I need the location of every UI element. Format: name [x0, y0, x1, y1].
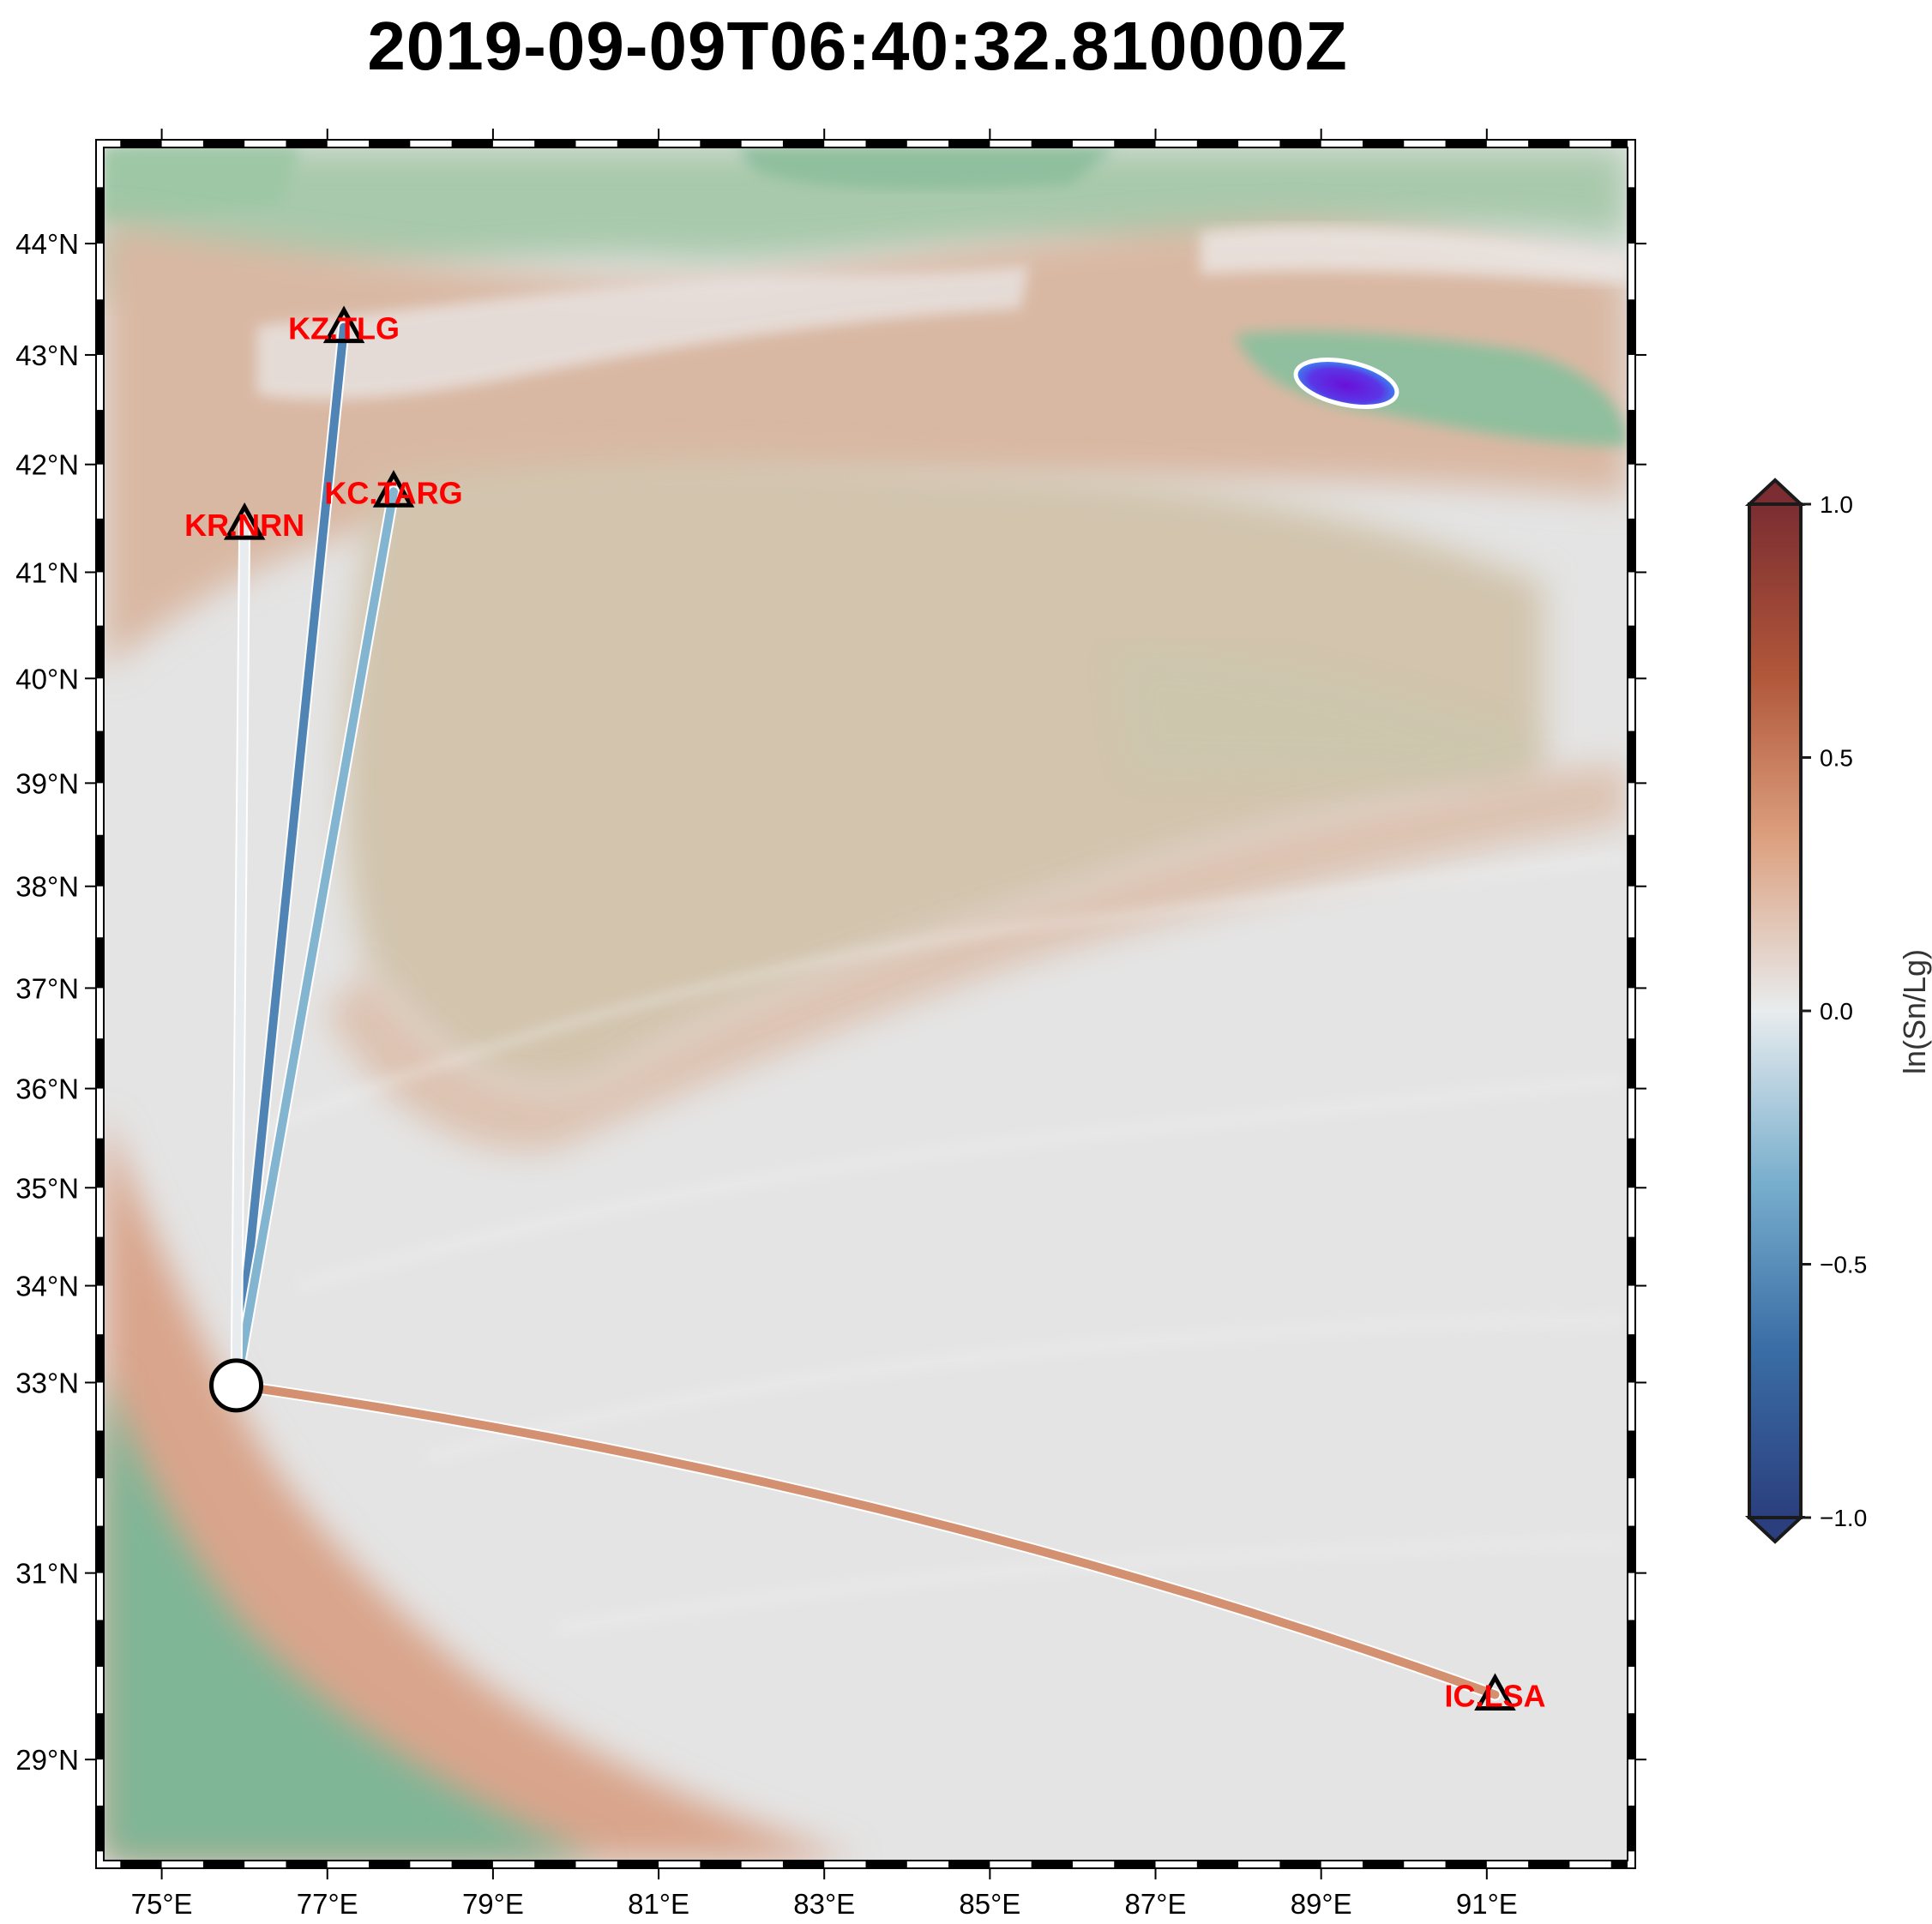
- latitude-label: 43°N: [15, 340, 79, 371]
- ray-paths: [230, 321, 1502, 1701]
- station-triangle-icon: [223, 502, 266, 540]
- latitude-label: 29°N: [15, 1744, 79, 1776]
- station-label: KR.NRN: [184, 508, 304, 543]
- longitude-label: 81°E: [628, 1888, 689, 1920]
- colorbar-gradient: [1749, 504, 1801, 1518]
- event-circle-icon: [209, 1358, 264, 1413]
- ray-path: [232, 520, 250, 1390]
- latitude-tick-labels: 29°N 31°N 33°N 34°N 35°N 36°N 37°N 38°N 39°N 40°N…: [15, 228, 1646, 1776]
- latitude-label: 42°N: [15, 449, 79, 481]
- longitude-label: 91°E: [1456, 1888, 1518, 1920]
- latitude-label: 36°N: [15, 1073, 79, 1105]
- latitude-label: 33°N: [15, 1368, 79, 1399]
- colorbar-tick-label: −1.0: [1820, 1505, 1867, 1531]
- longitude-label: 89°E: [1291, 1888, 1352, 1920]
- latitude-label: 41°N: [15, 556, 79, 588]
- longitude-label: 85°E: [959, 1888, 1020, 1920]
- station-triangle-icon: [322, 305, 365, 344]
- longitude-label: 87°E: [1125, 1888, 1187, 1920]
- colorbar-tick-label: 0.0: [1820, 998, 1853, 1025]
- ray-path: [232, 1380, 1500, 1699]
- map-frame: [95, 139, 1636, 1869]
- longitude-label: 77°E: [297, 1888, 358, 1920]
- colorbar-tick-label: 0.5: [1820, 745, 1853, 772]
- station-triangle-icon: [372, 470, 415, 508]
- colorbar-tick-label: 1.0: [1820, 491, 1853, 518]
- latitude-label: 39°N: [15, 767, 79, 799]
- station-label: KC.TARG: [324, 475, 462, 510]
- event-marker: [209, 1358, 264, 1413]
- latitude-label: 44°N: [15, 228, 79, 260]
- colorbar-max-arrow: [1744, 478, 1806, 506]
- latitude-label: 31°N: [15, 1558, 79, 1590]
- longitude-label: 79°E: [462, 1888, 524, 1920]
- colorbar-tick-label: −0.5: [1820, 1252, 1867, 1278]
- longitude-label: 75°E: [131, 1888, 193, 1920]
- station-label: KZ.TLG: [288, 311, 400, 346]
- longitude-label: 83°E: [793, 1888, 855, 1920]
- colorbar-title: ln(Sn/Lg): [1897, 949, 1932, 1074]
- stations: KZ.TLG KC.TARG KR.NRN IC.LSA: [184, 305, 1545, 1714]
- longitude-tick-labels: 75°E 77°E 79°E 81°E 83°E 85°E 87°E 89°E 91°E: [131, 129, 1518, 1920]
- latitude-label: 34°N: [15, 1271, 79, 1302]
- latitude-label: 37°N: [15, 972, 79, 1004]
- latitude-label: 35°N: [15, 1172, 79, 1204]
- station-label: IC.LSA: [1444, 1679, 1545, 1714]
- colorbar: 1.0 0.5 0.0 −0.5 −1.0 ln(Sn/Lg): [1744, 478, 1932, 1544]
- latitude-label: 38°N: [15, 871, 79, 903]
- station-triangle-icon: [1474, 1673, 1516, 1711]
- colorbar-min-arrow: [1744, 1516, 1806, 1544]
- latitude-label: 40°N: [15, 663, 79, 694]
- ray-path: [232, 322, 349, 1390]
- ray-path: [232, 487, 399, 1390]
- topography-layer: [104, 147, 1628, 1861]
- map-title: 2019-09-09T06:40:32.810000Z: [367, 8, 1348, 84]
